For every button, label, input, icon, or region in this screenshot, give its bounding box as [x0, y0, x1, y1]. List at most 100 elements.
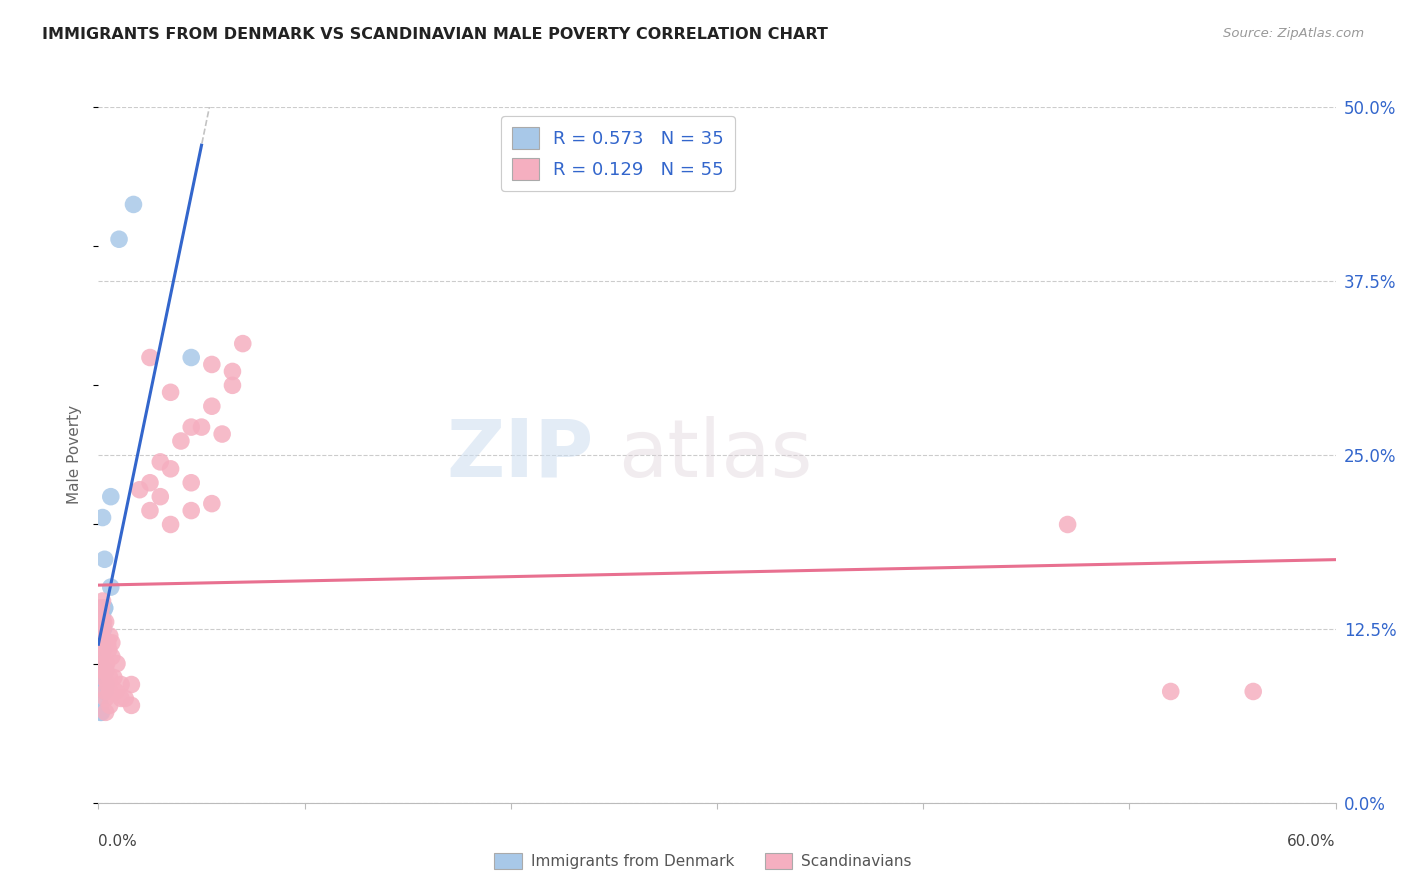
Point [180, 475, 202, 490]
Point [93, 601, 115, 615]
Point [104, 684, 127, 698]
Point [211, 427, 233, 442]
Point [101, 636, 124, 650]
Point [221, 378, 243, 392]
Point [122, 197, 145, 211]
Point [93, 642, 115, 657]
Point [105, 657, 128, 671]
Point [149, 455, 172, 469]
Point [139, 475, 162, 490]
Point [221, 364, 243, 378]
Point [180, 503, 202, 517]
Text: atlas: atlas [619, 416, 813, 494]
Point [108, 232, 131, 246]
Text: Source: ZipAtlas.com: Source: ZipAtlas.com [1223, 27, 1364, 40]
Point [90, 706, 112, 720]
Point [91, 642, 114, 657]
Point [100, 490, 122, 504]
Point [91, 664, 114, 678]
Point [120, 677, 142, 691]
Point [90, 636, 112, 650]
Point [89, 649, 111, 664]
Point [89, 622, 111, 636]
Point [94, 691, 117, 706]
Point [90, 607, 112, 622]
Point [91, 510, 114, 524]
Point [97, 636, 120, 650]
Point [139, 351, 162, 365]
Point [96, 657, 118, 671]
Point [159, 462, 181, 476]
Point [201, 399, 224, 413]
Point [93, 684, 115, 698]
Point [128, 483, 150, 497]
Point [89, 642, 111, 657]
Point [190, 420, 212, 434]
Point [90, 601, 112, 615]
Point [90, 636, 112, 650]
Point [201, 497, 224, 511]
Point [89, 636, 111, 650]
Point [89, 657, 111, 671]
Text: IMMIGRANTS FROM DENMARK VS SCANDINAVIAN MALE POVERTY CORRELATION CHART: IMMIGRANTS FROM DENMARK VS SCANDINAVIAN … [42, 27, 828, 42]
Point [97, 642, 120, 657]
Point [94, 684, 117, 698]
Point [180, 351, 202, 365]
Point [89, 698, 111, 713]
Point [94, 706, 117, 720]
Point [110, 677, 132, 691]
Legend: Immigrants from Denmark, Scandinavians: Immigrants from Denmark, Scandinavians [488, 847, 918, 875]
Point [201, 358, 224, 372]
Point [93, 671, 115, 685]
Point [89, 607, 111, 622]
Text: 0.0%: 0.0% [98, 834, 138, 849]
Point [91, 607, 114, 622]
Legend: R = 0.573   N = 35, R = 0.129   N = 55: R = 0.573 N = 35, R = 0.129 N = 55 [501, 116, 735, 191]
Point [93, 615, 115, 629]
Point [89, 671, 111, 685]
Point [93, 601, 115, 615]
Point [110, 691, 132, 706]
Point [93, 622, 115, 636]
Point [89, 629, 111, 643]
Point [94, 615, 117, 629]
Point [98, 684, 121, 698]
Point [90, 615, 112, 629]
Point [91, 622, 114, 636]
Point [97, 677, 120, 691]
Point [89, 642, 111, 657]
Y-axis label: Male Poverty: Male Poverty [67, 405, 83, 505]
Point [98, 671, 121, 685]
Point [159, 385, 181, 400]
Point [114, 691, 136, 706]
Point [94, 664, 117, 678]
Point [98, 629, 121, 643]
Point [89, 657, 111, 671]
Point [91, 594, 114, 608]
Point [180, 420, 202, 434]
Point [94, 677, 117, 691]
Text: 60.0%: 60.0% [1288, 834, 1336, 849]
Point [120, 698, 142, 713]
Text: ZIP: ZIP [446, 416, 593, 494]
Point [1160, 684, 1182, 698]
Point [94, 664, 117, 678]
Point [103, 671, 125, 685]
Point [89, 706, 111, 720]
Point [170, 434, 193, 448]
Point [232, 336, 254, 351]
Point [90, 629, 112, 643]
Point [1241, 684, 1264, 698]
Point [90, 636, 112, 650]
Point [100, 580, 122, 594]
Point [91, 649, 114, 664]
Point [101, 649, 124, 664]
Point [149, 490, 172, 504]
Point [93, 552, 115, 566]
Point [1056, 517, 1078, 532]
Point [89, 649, 111, 664]
Point [89, 601, 111, 615]
Point [98, 698, 121, 713]
Point [159, 517, 181, 532]
Point [91, 615, 114, 629]
